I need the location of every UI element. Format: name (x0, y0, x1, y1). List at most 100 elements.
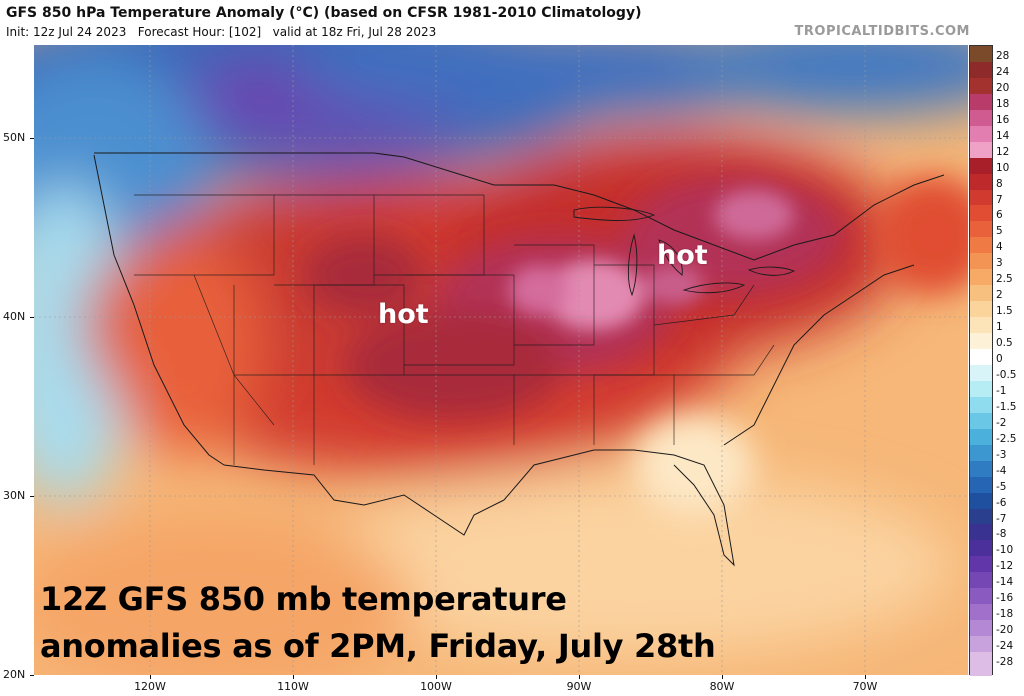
color-scale-label: -0.5 (996, 368, 1017, 381)
color-swatch (970, 412, 992, 430)
color-swatch (970, 189, 992, 206)
lat-tick (30, 496, 34, 497)
color-swatch (970, 157, 992, 175)
color-scale-label: 18 (996, 97, 1010, 110)
color-swatch (970, 205, 992, 222)
color-scale-label: -3 (996, 448, 1007, 461)
color-scale-label: -6 (996, 496, 1007, 509)
color-scale-label: 2 (996, 289, 1003, 302)
color-swatch (970, 77, 992, 95)
color-swatch (970, 46, 992, 63)
color-swatch (970, 317, 992, 334)
color-swatch (970, 253, 992, 270)
color-scale-label: 28 (996, 49, 1010, 62)
color-swatch (970, 588, 992, 605)
color-swatch (970, 620, 992, 637)
lon-tick (722, 675, 723, 679)
color-scale-label: 1.5 (996, 305, 1013, 318)
color-swatch (970, 109, 992, 127)
lon-tick (865, 675, 866, 679)
color-scale-label: 3 (996, 257, 1003, 270)
color-swatch (970, 285, 992, 302)
lat-lon-grid (34, 45, 968, 675)
forecast-subtitle: Init: 12z Jul 24 2023 Forecast Hour: [10… (6, 25, 437, 39)
color-scale-label: 16 (996, 113, 1010, 126)
lon-label-110w: 110W (277, 680, 309, 693)
great-lakes (573, 206, 796, 297)
color-scale-label: -2.5 (996, 432, 1017, 445)
color-swatch (970, 476, 992, 494)
color-scale-label: 24 (996, 65, 1010, 78)
color-scale-label: -16 (996, 592, 1014, 605)
lat-tick (30, 317, 34, 318)
color-scale-label: -8 (996, 528, 1007, 541)
color-scale-label: 8 (996, 177, 1003, 190)
color-scale-label: -5 (996, 480, 1007, 493)
lat-label-40n: 40N (3, 310, 26, 323)
lon-label-70w: 70W (852, 680, 878, 693)
color-scale-label: -4 (996, 464, 1007, 477)
color-swatch (970, 301, 992, 318)
color-swatch (970, 492, 992, 510)
color-swatch (970, 668, 992, 676)
color-scale-label: 0.5 (996, 337, 1013, 350)
state-borders (134, 194, 775, 465)
color-swatch (970, 93, 992, 111)
color-scale-label: -14 (996, 576, 1014, 589)
color-scale-label: 4 (996, 241, 1003, 254)
color-scale-label: 1 (996, 321, 1003, 334)
color-scale-label: -7 (996, 512, 1007, 525)
color-scale-label: 0 (996, 353, 1003, 365)
color-scale-label: -1.5 (996, 400, 1017, 413)
lon-tick (150, 675, 151, 679)
color-swatch (970, 428, 992, 446)
color-scale-label: 5 (996, 225, 1003, 238)
caption-line-2: anomalies as of 2PM, Friday, July 28th (40, 627, 716, 665)
country-borders (93, 152, 945, 567)
color-swatch (970, 237, 992, 254)
color-scale-label: -24 (996, 640, 1014, 653)
color-swatch (970, 61, 992, 79)
color-swatch (970, 333, 992, 350)
map-title: GFS 850 hPa Temperature Anomaly (°C) (ba… (6, 5, 642, 21)
lon-label-120w: 120W (134, 680, 166, 693)
color-swatch (970, 636, 992, 653)
color-swatch (970, 221, 992, 238)
color-scale-label: 20 (996, 81, 1010, 94)
color-scale-label: 7 (996, 193, 1003, 206)
color-scale-label: 6 (996, 209, 1003, 222)
lat-label-20n: 20N (3, 668, 26, 681)
color-swatch (970, 604, 992, 621)
color-scale-label: 2.5 (996, 273, 1013, 286)
lon-label-100w: 100W (420, 680, 452, 693)
color-swatch (970, 349, 992, 366)
color-scale-label: -20 (996, 624, 1014, 637)
lon-label-80w: 80W (709, 680, 735, 693)
color-scale-label: 14 (996, 129, 1010, 142)
color-swatch (970, 460, 992, 478)
lon-label-90w: 90W (566, 680, 592, 693)
color-swatch (970, 444, 992, 462)
color-swatch (970, 540, 992, 557)
hot-annotation-west: hot (378, 299, 429, 330)
lat-label-30n: 30N (3, 489, 26, 502)
color-scale-label: -2 (996, 416, 1007, 429)
anomaly-map (34, 45, 968, 675)
color-swatch (970, 141, 992, 159)
color-swatch (970, 556, 992, 573)
color-scale-label: -10 (996, 544, 1014, 557)
site-watermark: TROPICALTIDBITS.COM (794, 24, 970, 39)
color-scale-label: -12 (996, 560, 1014, 573)
color-swatch (970, 652, 992, 669)
lat-tick (30, 675, 34, 676)
color-scale-label: -1 (996, 384, 1007, 397)
color-scale-label: -18 (996, 608, 1014, 621)
color-swatch (970, 524, 992, 541)
lat-tick (30, 138, 34, 139)
hot-annotation-east: hot (657, 240, 708, 271)
lon-tick (436, 675, 437, 679)
color-swatch (970, 572, 992, 589)
color-scale-bar (969, 45, 993, 676)
color-swatch (970, 125, 992, 143)
color-swatch (970, 364, 992, 382)
